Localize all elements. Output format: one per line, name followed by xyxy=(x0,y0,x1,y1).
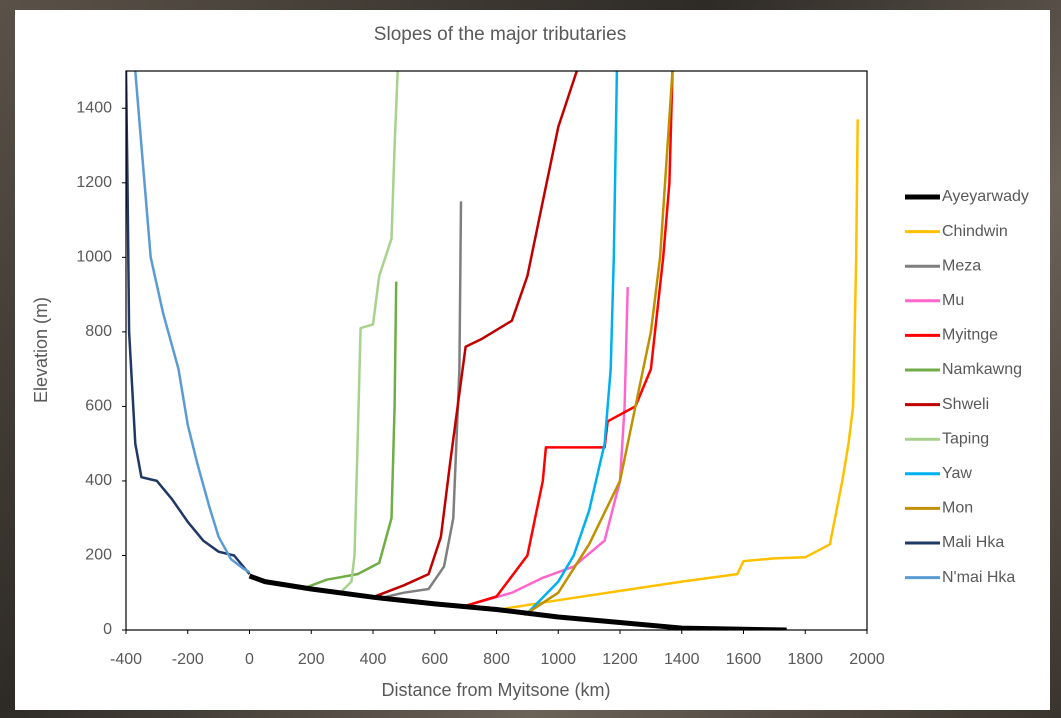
y-tick-label: 0 xyxy=(103,621,112,638)
y-axis-label: Elevation (m) xyxy=(31,297,51,403)
plot-lines xyxy=(126,71,859,630)
x-tick-label: 200 xyxy=(298,651,325,668)
series-line xyxy=(526,71,619,615)
legend-label: Mon xyxy=(942,500,973,517)
x-tick-label: -400 xyxy=(110,651,142,668)
legend-label: Ayeyarwady xyxy=(942,188,1029,205)
y-tick-label: 200 xyxy=(85,547,112,564)
x-tick-label: 1200 xyxy=(602,651,638,668)
legend-label: Namkawng xyxy=(942,361,1022,378)
legend-label: N'mai Hka xyxy=(942,569,1015,586)
series-line xyxy=(126,71,251,575)
legend-label: Chindwin xyxy=(942,223,1008,240)
series-line xyxy=(378,201,463,600)
y-tick-label: 400 xyxy=(85,472,112,489)
x-tick-label: 1400 xyxy=(664,651,700,668)
series-line xyxy=(523,71,674,617)
y-tick-label: 1000 xyxy=(76,249,112,266)
x-tick-label: 400 xyxy=(360,651,387,668)
x-tick-label: 600 xyxy=(421,651,448,668)
x-tick-label: -200 xyxy=(172,651,204,668)
y-tick-label: 1400 xyxy=(76,99,112,116)
legend-label: Mu xyxy=(942,292,964,309)
series-line xyxy=(465,287,629,608)
x-tick-label: 1000 xyxy=(540,651,576,668)
legend-label: Shweli xyxy=(942,396,989,413)
legend-label: Meza xyxy=(942,257,981,274)
x-tick-label: 1800 xyxy=(787,651,823,668)
series-line xyxy=(499,119,859,611)
chart-background xyxy=(15,10,1050,710)
x-tick-label: 0 xyxy=(245,651,254,668)
legend-label: Yaw xyxy=(942,465,972,482)
y-tick-label: 600 xyxy=(85,398,112,415)
x-tick-label: 800 xyxy=(483,651,510,668)
y-tick-label: 800 xyxy=(85,323,112,340)
x-tick-label: 2000 xyxy=(849,651,885,668)
legend-label: Taping xyxy=(942,430,989,447)
x-tick-label: 1600 xyxy=(726,651,762,668)
legend-label: Myitnge xyxy=(942,327,998,344)
series-line xyxy=(248,573,787,630)
chart-title: Slopes of the major tributaries xyxy=(374,24,626,45)
series-line xyxy=(372,71,578,599)
y-tick-label: 1200 xyxy=(76,174,112,191)
x-axis-label: Distance from Myitsone (km) xyxy=(381,680,610,700)
series-line xyxy=(341,71,399,592)
series-line xyxy=(301,281,398,591)
legend-label: Mali Hka xyxy=(942,534,1004,551)
series-line xyxy=(134,71,251,574)
